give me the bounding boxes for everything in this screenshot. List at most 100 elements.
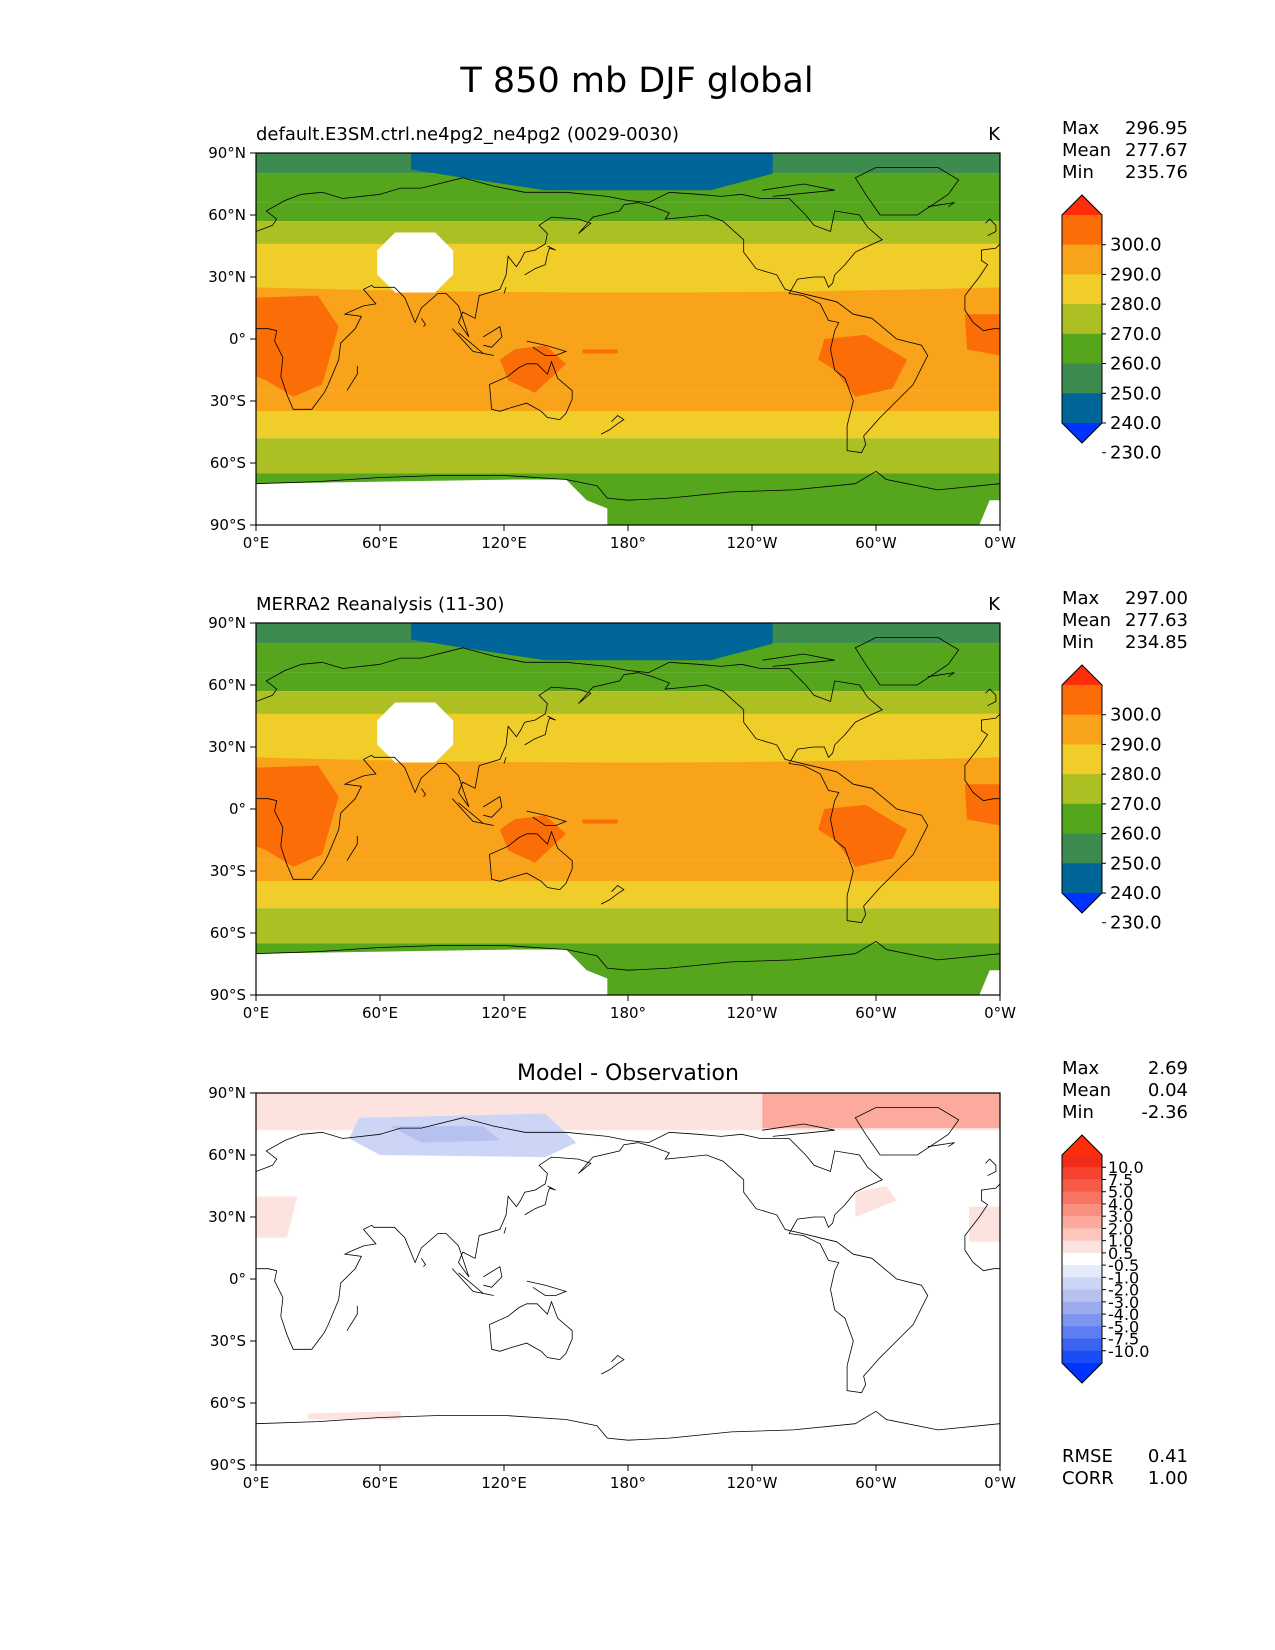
- colorbar-tick-label: 260.0: [1110, 824, 1162, 845]
- colorbar-extend-min: [1062, 1363, 1102, 1383]
- colorbar-tick-label: 290.0: [1110, 734, 1162, 755]
- coastline: [524, 1185, 556, 1216]
- coastline: [854, 1107, 960, 1156]
- colorbar-tick-label: -2.0: [1108, 1281, 1139, 1300]
- colorbar-segment: [1062, 744, 1102, 775]
- stats-block: Max 2.69 Mean 0.04 Min -2.36: [1062, 1058, 1188, 1123]
- coastline: [762, 653, 835, 667]
- coastline: [600, 414, 625, 435]
- hot-region: [256, 295, 339, 397]
- colorbar-tick-label: -1.0: [1108, 1268, 1139, 1287]
- colorbar-extend-max: [1062, 195, 1102, 215]
- stats-block: Max 296.95 Mean 277.67 Min 235.76: [1062, 118, 1188, 183]
- panel-left-title: default.E3SM.ctrl.ne4pg2_ne4pg2 (0029-00…: [256, 124, 679, 145]
- colorbar: 10.07.55.04.03.02.01.00.5-0.5-1.0-2.0-3.…: [1061, 1134, 1149, 1384]
- colorbar-segment: [1062, 1277, 1102, 1291]
- colorbar-segment: [1062, 1289, 1102, 1303]
- map-area: [256, 623, 1000, 995]
- panel-observation: MERRA2 Reanalysis (11-30) K 90°N 60°N 30°N…: [208, 588, 1188, 1022]
- stat-value: 2.69: [1148, 1058, 1188, 1079]
- colorbar-tick-label: 300.0: [1110, 235, 1162, 256]
- map-area: [256, 153, 1000, 525]
- lon-tick-label: 120°E: [481, 1004, 527, 1022]
- coastline: [256, 1117, 929, 1394]
- coastline: [483, 325, 503, 348]
- contour-band: [256, 1093, 1000, 1465]
- coastline: [452, 1268, 494, 1296]
- coastline: [524, 245, 556, 276]
- figure-title: T 850 mb DJF global: [459, 61, 813, 101]
- colorbar-segment: [1062, 863, 1102, 894]
- colorbar: 300.0 290.0 280.0 270.0 260.0 250.0 240.0 230.0: [1061, 194, 1162, 464]
- stat-label: Max: [1062, 118, 1100, 139]
- stat-value: 0.04: [1148, 1080, 1188, 1101]
- colorbar-segment: [1062, 833, 1102, 864]
- stat-label: Mean: [1062, 1080, 1111, 1101]
- colorbar-segment: [1062, 304, 1102, 335]
- lat-tick-label: 0°: [229, 800, 246, 818]
- stat-value: 0.41: [1148, 1446, 1188, 1467]
- panel-center-title: Model - Observation: [517, 1061, 739, 1086]
- colorbar-tick-label: 230.0: [1110, 913, 1162, 934]
- lon-tick-label: 180°: [610, 534, 646, 552]
- colorbar-tick-label: 7.5: [1108, 1170, 1133, 1189]
- colorbar-segment: [1062, 1155, 1102, 1168]
- stat-value: -2.36: [1141, 1102, 1188, 1123]
- lat-tick-label: 60°S: [210, 924, 246, 942]
- colorbar-tick-label: -0.5: [1108, 1256, 1139, 1275]
- lat-tick-label: 60°N: [208, 1146, 246, 1164]
- coastline: [762, 1123, 835, 1137]
- colorbar-tick-label: 4.0: [1108, 1195, 1133, 1214]
- coastline: [452, 328, 494, 356]
- coastline: [854, 167, 960, 216]
- missing-data-region: [256, 949, 608, 995]
- colorbar-tick-label: -5.0: [1108, 1317, 1139, 1336]
- stat-label: Mean: [1062, 140, 1111, 161]
- hot-region: [582, 819, 618, 824]
- colorbar-extend-max: [1062, 1135, 1102, 1155]
- coastline: [526, 810, 568, 826]
- lon-tick-label: 60°E: [362, 1004, 398, 1022]
- colorbar-tick-label: -10.0: [1108, 1342, 1149, 1361]
- stat-value: 234.85: [1125, 632, 1188, 653]
- colorbar-tick-label: 280.0: [1110, 764, 1162, 785]
- lat-tick-label: 30°N: [208, 738, 246, 756]
- colorbar-segment: [1062, 714, 1102, 745]
- lat-tick-label: 0°: [229, 1270, 246, 1288]
- contour-band: [256, 881, 1000, 909]
- colorbar-tick-label: -3.0: [1108, 1293, 1139, 1312]
- contour-band: [256, 691, 1000, 714]
- hot-region: [499, 345, 566, 393]
- coastline: [346, 1305, 358, 1331]
- colorbar-segment: [1062, 1265, 1102, 1278]
- panel-units: K: [988, 124, 1001, 145]
- colorbar-segment: [1062, 1179, 1102, 1193]
- coastline: [854, 637, 960, 686]
- coastline: [489, 1300, 573, 1361]
- coastline: [927, 1142, 955, 1148]
- missing-data-region: [377, 232, 454, 293]
- contour-band: [256, 202, 1000, 222]
- stat-label: Min: [1062, 632, 1094, 653]
- colorbar-outline: [1061, 1134, 1103, 1384]
- colorbar-segment: [1062, 244, 1102, 275]
- lat-tick-label: 90°S: [210, 516, 246, 534]
- map-field: 90°N 60°N 30°N 0° 30°S 60°S 90°S0°E 60°E 120°E 18…: [208, 614, 1016, 1022]
- stat-label: Min: [1062, 1102, 1094, 1123]
- hot-region: [256, 765, 339, 867]
- coastline: [964, 713, 1000, 802]
- contour-band: [256, 438, 1000, 474]
- colorbar-segment: [1062, 393, 1102, 424]
- colorbar-tick-label: 3.0: [1108, 1207, 1133, 1226]
- lat-tick-label: 30°N: [208, 1208, 246, 1226]
- panel-left-title: MERRA2 Reanalysis (11-30): [256, 594, 504, 615]
- colorbar-tick-label: 250.0: [1110, 853, 1162, 874]
- hot-region: [964, 784, 1000, 826]
- coastline: [420, 318, 427, 327]
- lat-tick-label: 30°S: [210, 392, 246, 410]
- colorbar-segment: [1062, 1167, 1102, 1180]
- missing-data-region: [979, 970, 1000, 995]
- coastline: [503, 1227, 507, 1234]
- stat-value: 297.00: [1125, 588, 1188, 609]
- lon-tick-label: 120°E: [481, 1474, 527, 1492]
